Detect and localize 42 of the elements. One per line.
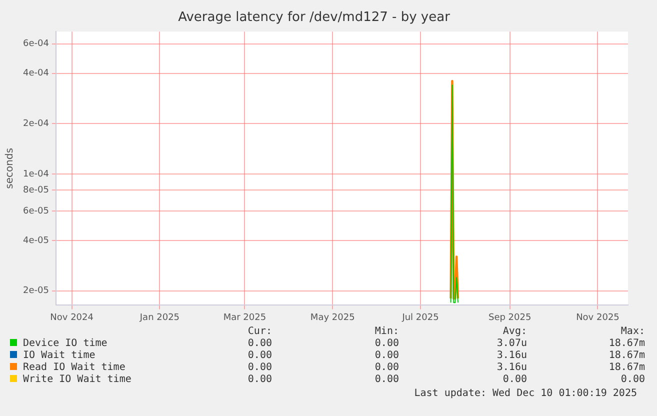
x-tick-label: Jul 2025 <box>401 312 439 323</box>
x-tick-label: Sep 2025 <box>488 312 532 323</box>
text: Min: <box>374 326 399 338</box>
legend-label: IO Wait time <box>22 350 96 362</box>
text: 0.00 <box>374 362 399 374</box>
text: 0.00 <box>374 350 399 362</box>
x-tick-label: Nov 2025 <box>576 312 620 323</box>
y-tick-label: 6e-04 <box>22 39 50 50</box>
text: Last update: Wed Dec 10 01:00:19 2025 <box>414 388 637 399</box>
text: Cur: <box>246 326 272 338</box>
text: 3.16u <box>496 350 527 362</box>
y-tick-label: 1e-04 <box>22 169 50 180</box>
legend-label: Device IO time <box>22 338 108 350</box>
text: Avg: <box>502 326 527 338</box>
text: 0.00 <box>246 374 272 386</box>
text: 18.67m <box>608 350 645 362</box>
text: 3.16u <box>496 362 527 374</box>
text: 18.67m <box>608 338 645 350</box>
legend-label: Write IO Wait time <box>22 374 132 386</box>
x-tick-label: Jan 2025 <box>138 312 180 323</box>
x-tick-label: May 2025 <box>310 312 355 323</box>
y-tick-label: 8e-05 <box>22 185 49 196</box>
y-tick-label: 6e-05 <box>22 206 49 216</box>
chart-title: Average latency for /dev/md127 - by year <box>178 10 451 26</box>
text: Max: <box>620 326 645 338</box>
text: 18.67m <box>608 362 645 374</box>
text: 0.00 <box>374 374 399 386</box>
y-tick-label: 2e-05 <box>22 286 49 296</box>
text: 3.07u <box>496 338 527 350</box>
text: 0.00 <box>246 362 272 374</box>
text: 0.00 <box>246 338 272 350</box>
legend-label: Read IO Wait time <box>22 362 126 374</box>
x-tick-label: Nov 2024 <box>50 312 94 323</box>
y-tick-label: 4e-05 <box>22 236 49 246</box>
y-tick-label: 4e-04 <box>22 68 50 79</box>
text: 0.00 <box>246 350 272 362</box>
y-tick-label: 2e-04 <box>22 118 50 129</box>
text: 0.00 <box>502 374 527 386</box>
text: 0.00 <box>374 338 399 350</box>
text: 0.00 <box>620 374 645 386</box>
y-axis-title: seconds <box>4 148 16 189</box>
x-tick-label: Mar 2025 <box>223 312 266 323</box>
